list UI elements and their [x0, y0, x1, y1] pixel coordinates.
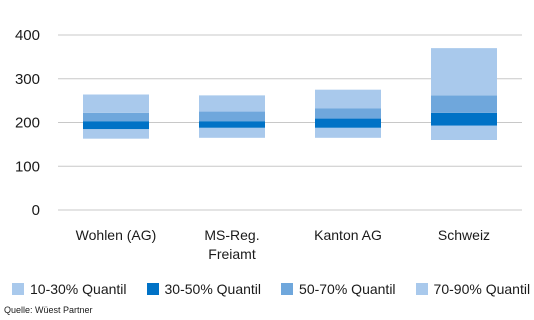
- y-axis-ticks: 0 100 200 300 400: [15, 27, 40, 219]
- x-tick-label-line: MS-Reg.: [204, 227, 259, 243]
- legend-label-70-90: 70-90% Quantil: [433, 281, 531, 297]
- legend-swatch-10-30: [12, 283, 24, 295]
- x-tick-label-line: Freiamt: [208, 246, 256, 262]
- legend: 10-30% Quantil 30-50% Quantil 50-70% Qua…: [12, 280, 530, 298]
- legend-label-10-30: 10-30% Quantil: [30, 281, 127, 297]
- bar-segment-4-4: [431, 48, 497, 96]
- legend-item-50-70: 50-70% Quantil: [281, 281, 396, 297]
- x-tick-label-line: Schweiz: [438, 227, 490, 243]
- legend-swatch-30-50: [146, 283, 159, 295]
- bar-segment-3-3: [315, 108, 381, 119]
- bar-segment-2-2: [199, 121, 265, 128]
- bar-segment-1-1: [83, 129, 149, 139]
- bar-segment-1-4: [83, 94, 149, 113]
- legend-swatch-70-90: [415, 283, 428, 295]
- x-tick-label-1: Wohlen (AG): [76, 227, 157, 243]
- legend-item-30-50: 30-50% Quantil: [146, 281, 262, 297]
- bar-segment-2-1: [199, 127, 265, 138]
- source-note: Quelle: Wüest Partner: [4, 305, 93, 315]
- x-tick-label-line: Kanton AG: [314, 227, 382, 243]
- y-tick-label-200: 200: [15, 115, 40, 132]
- bar-segment-4-2: [431, 112, 497, 126]
- bar-segment-3-1: [315, 127, 381, 138]
- legend-item-10-30: 10-30% Quantil: [12, 281, 127, 297]
- legend-item-70-90: 70-90% Quantil: [415, 281, 531, 297]
- x-tick-label-line: Wohlen (AG): [76, 227, 157, 243]
- bar-segment-4-1: [431, 125, 497, 140]
- bars: [83, 48, 497, 140]
- bar-segment-3-2: [315, 118, 381, 128]
- y-tick-label-100: 100: [15, 158, 40, 175]
- legend-label-30-50: 30-50% Quantil: [164, 281, 262, 297]
- x-tick-label-3: Kanton AG: [314, 227, 382, 243]
- x-tick-label-2: MS-Reg. Freiamt: [204, 227, 259, 262]
- bar-segment-1-2: [83, 121, 149, 130]
- bar-segment-4-3: [431, 95, 497, 113]
- x-tick-label-4: Schweiz: [438, 227, 490, 243]
- bar-segment-2-4: [199, 95, 265, 112]
- x-axis-ticks: Wohlen (AG) MS-Reg. Freiamt Kanton AG Schwei…: [76, 227, 490, 262]
- bar-segment-2-3: [199, 111, 265, 122]
- legend-label-50-70: 50-70% Quantil: [299, 281, 396, 297]
- y-tick-label-300: 300: [15, 71, 40, 88]
- y-tick-label-400: 400: [15, 27, 40, 44]
- y-tick-label-0: 0: [32, 202, 40, 219]
- legend-swatch-50-70: [281, 283, 294, 295]
- bar-segment-3-4: [315, 89, 381, 109]
- bar-segment-1-3: [83, 112, 149, 122]
- quantile-bar-chart: 0 100 200 300 400 Wohlen (AG) MS-Reg. Freiamt K…: [15, 27, 522, 262]
